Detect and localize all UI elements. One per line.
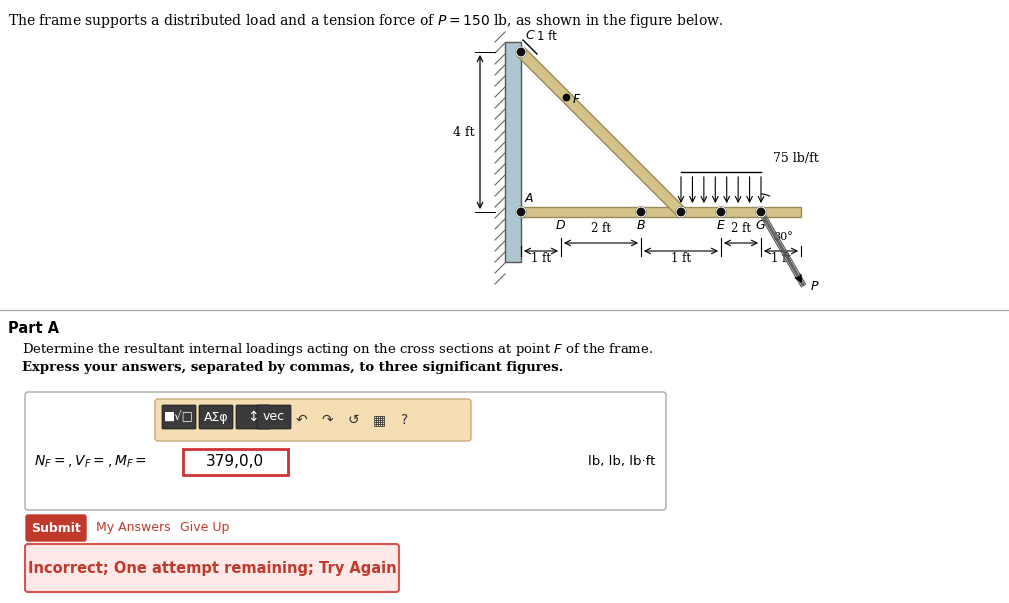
Text: 75 lb/ft: 75 lb/ft [773, 152, 819, 165]
Circle shape [756, 207, 766, 217]
FancyBboxPatch shape [25, 392, 666, 510]
Text: 379,0,0: 379,0,0 [206, 455, 264, 470]
Text: Determine the resultant internal loadings acting on the cross sections at point : Determine the resultant internal loading… [22, 341, 654, 358]
Text: $E$: $E$ [716, 219, 725, 232]
FancyBboxPatch shape [236, 405, 270, 429]
Text: Incorrect; One attempt remaining; Try Again: Incorrect; One attempt remaining; Try Ag… [27, 561, 397, 575]
Text: ↺: ↺ [347, 413, 359, 427]
Text: lb, lb, lb·ft: lb, lb, lb·ft [587, 455, 655, 469]
Text: Submit: Submit [31, 522, 81, 534]
FancyBboxPatch shape [25, 544, 399, 592]
Circle shape [716, 207, 726, 217]
Text: 1 ft: 1 ft [671, 252, 691, 265]
Text: 2 ft: 2 ft [591, 222, 611, 235]
Text: $N_F =, V_F =, M_F =$: $N_F =, V_F =, M_F =$ [34, 454, 147, 470]
Bar [521, 207, 801, 217]
Circle shape [516, 207, 526, 217]
Text: ■√□: ■√□ [164, 411, 194, 423]
Text: $G$: $G$ [756, 219, 767, 232]
Text: The frame supports a distributed load and a tension force of $P = 150$ lb, as sh: The frame supports a distributed load an… [8, 12, 723, 30]
Text: $P$: $P$ [809, 280, 819, 292]
Text: ?: ? [402, 413, 409, 427]
Text: $A$: $A$ [524, 192, 535, 205]
Text: Express your answers, separated by commas, to three significant figures.: Express your answers, separated by comma… [22, 361, 563, 374]
Text: 2 ft: 2 ft [731, 222, 751, 235]
Text: $F$: $F$ [572, 93, 581, 106]
FancyBboxPatch shape [26, 515, 86, 541]
Bar [504, 42, 521, 262]
Circle shape [516, 47, 526, 57]
Text: ↶: ↶ [296, 413, 307, 427]
Text: $B$: $B$ [636, 219, 646, 232]
FancyBboxPatch shape [199, 405, 233, 429]
Polygon shape [517, 48, 685, 216]
Circle shape [676, 207, 686, 217]
Text: 1 ft: 1 ft [537, 30, 557, 43]
Circle shape [636, 207, 646, 217]
FancyBboxPatch shape [155, 399, 471, 441]
Text: ↷: ↷ [321, 413, 333, 427]
Text: My Answers: My Answers [96, 522, 171, 534]
Text: 1 ft: 1 ft [771, 252, 791, 265]
Text: 1 ft: 1 ft [531, 252, 551, 265]
Text: 30°: 30° [773, 232, 793, 242]
Text: ΑΣφ: ΑΣφ [204, 411, 228, 423]
Text: ▦: ▦ [372, 413, 385, 427]
Text: ↕: ↕ [247, 410, 259, 424]
Text: Give Up: Give Up [180, 522, 229, 534]
Text: Part A: Part A [8, 321, 60, 336]
Text: vec: vec [263, 411, 286, 423]
Bar [183, 449, 288, 475]
Text: $D$: $D$ [556, 219, 566, 232]
FancyBboxPatch shape [162, 405, 196, 429]
Text: 4 ft: 4 ft [453, 125, 475, 139]
Text: $C$: $C$ [525, 29, 536, 42]
FancyBboxPatch shape [257, 405, 291, 429]
